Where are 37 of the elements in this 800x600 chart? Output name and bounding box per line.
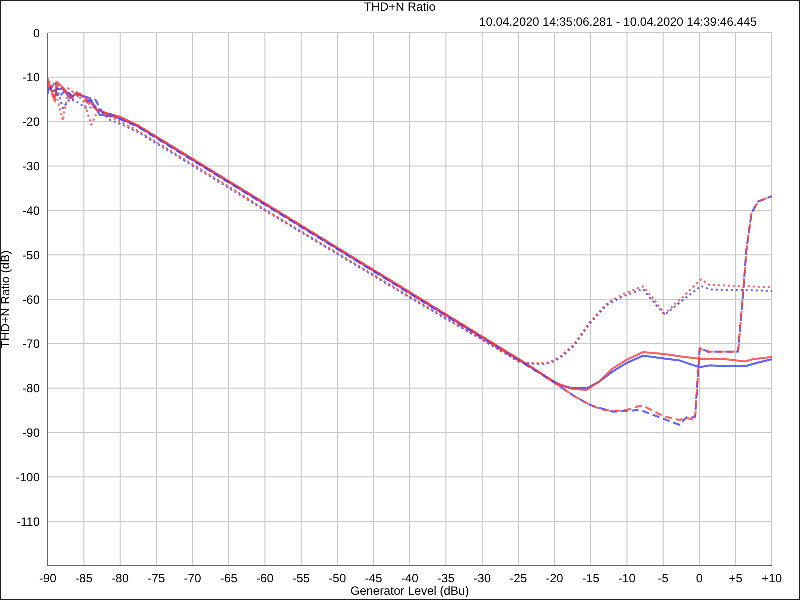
x-tick-label: -60 — [256, 572, 274, 586]
y-tick-label: -40 — [22, 204, 40, 218]
x-tick-label: -75 — [148, 572, 166, 586]
y-tick-label: -50 — [22, 248, 40, 262]
x-tick-label: -70 — [184, 572, 202, 586]
x-tick-label: -90 — [39, 572, 57, 586]
y-tick-label: -100 — [16, 470, 40, 484]
y-tick-label: -60 — [22, 292, 40, 307]
x-tick-label: -15 — [582, 572, 600, 586]
chart-title: THD+N Ratio — [363, 0, 437, 14]
chart-subtitle: 10.04.2020 14:35:06.281 - 10.04.2020 14:39:46.445 — [479, 15, 757, 29]
x-tick-label: -40 — [401, 572, 419, 586]
x-tick-label: -5 — [658, 572, 670, 586]
x-tick-label: +10 — [762, 572, 782, 586]
x-tick-label: -55 — [292, 572, 310, 586]
x-tick-label: +5 — [728, 572, 743, 586]
y-tick-label: -20 — [22, 115, 40, 130]
y-tick-label: -80 — [22, 382, 40, 396]
x-tick-label: -85 — [76, 572, 94, 586]
y-tick-label: -70 — [22, 337, 40, 352]
y-tick-label: -90 — [22, 426, 40, 440]
x-tick-label: -50 — [328, 572, 347, 586]
x-tick-label: -45 — [365, 572, 383, 586]
x-axis-title: Generator Level (dBu) — [350, 584, 470, 598]
x-tick-label: -80 — [112, 572, 130, 586]
x-tick-label: -65 — [220, 572, 238, 586]
y-tick-label: -110 — [16, 514, 40, 529]
y-axis-title: THD+N Ratio (dB) — [0, 250, 12, 348]
x-tick-label: -35 — [438, 572, 456, 586]
y-tick-label: -30 — [22, 160, 40, 174]
x-tick-label: 0 — [696, 572, 704, 586]
x-tick-label: -20 — [546, 572, 564, 586]
x-tick-label: -30 — [474, 572, 492, 586]
x-tick-label: -10 — [618, 572, 636, 586]
x-tick-label: -25 — [510, 572, 528, 586]
y-tick-label: 0 — [33, 26, 40, 40]
y-tick-label: -10 — [22, 70, 40, 85]
